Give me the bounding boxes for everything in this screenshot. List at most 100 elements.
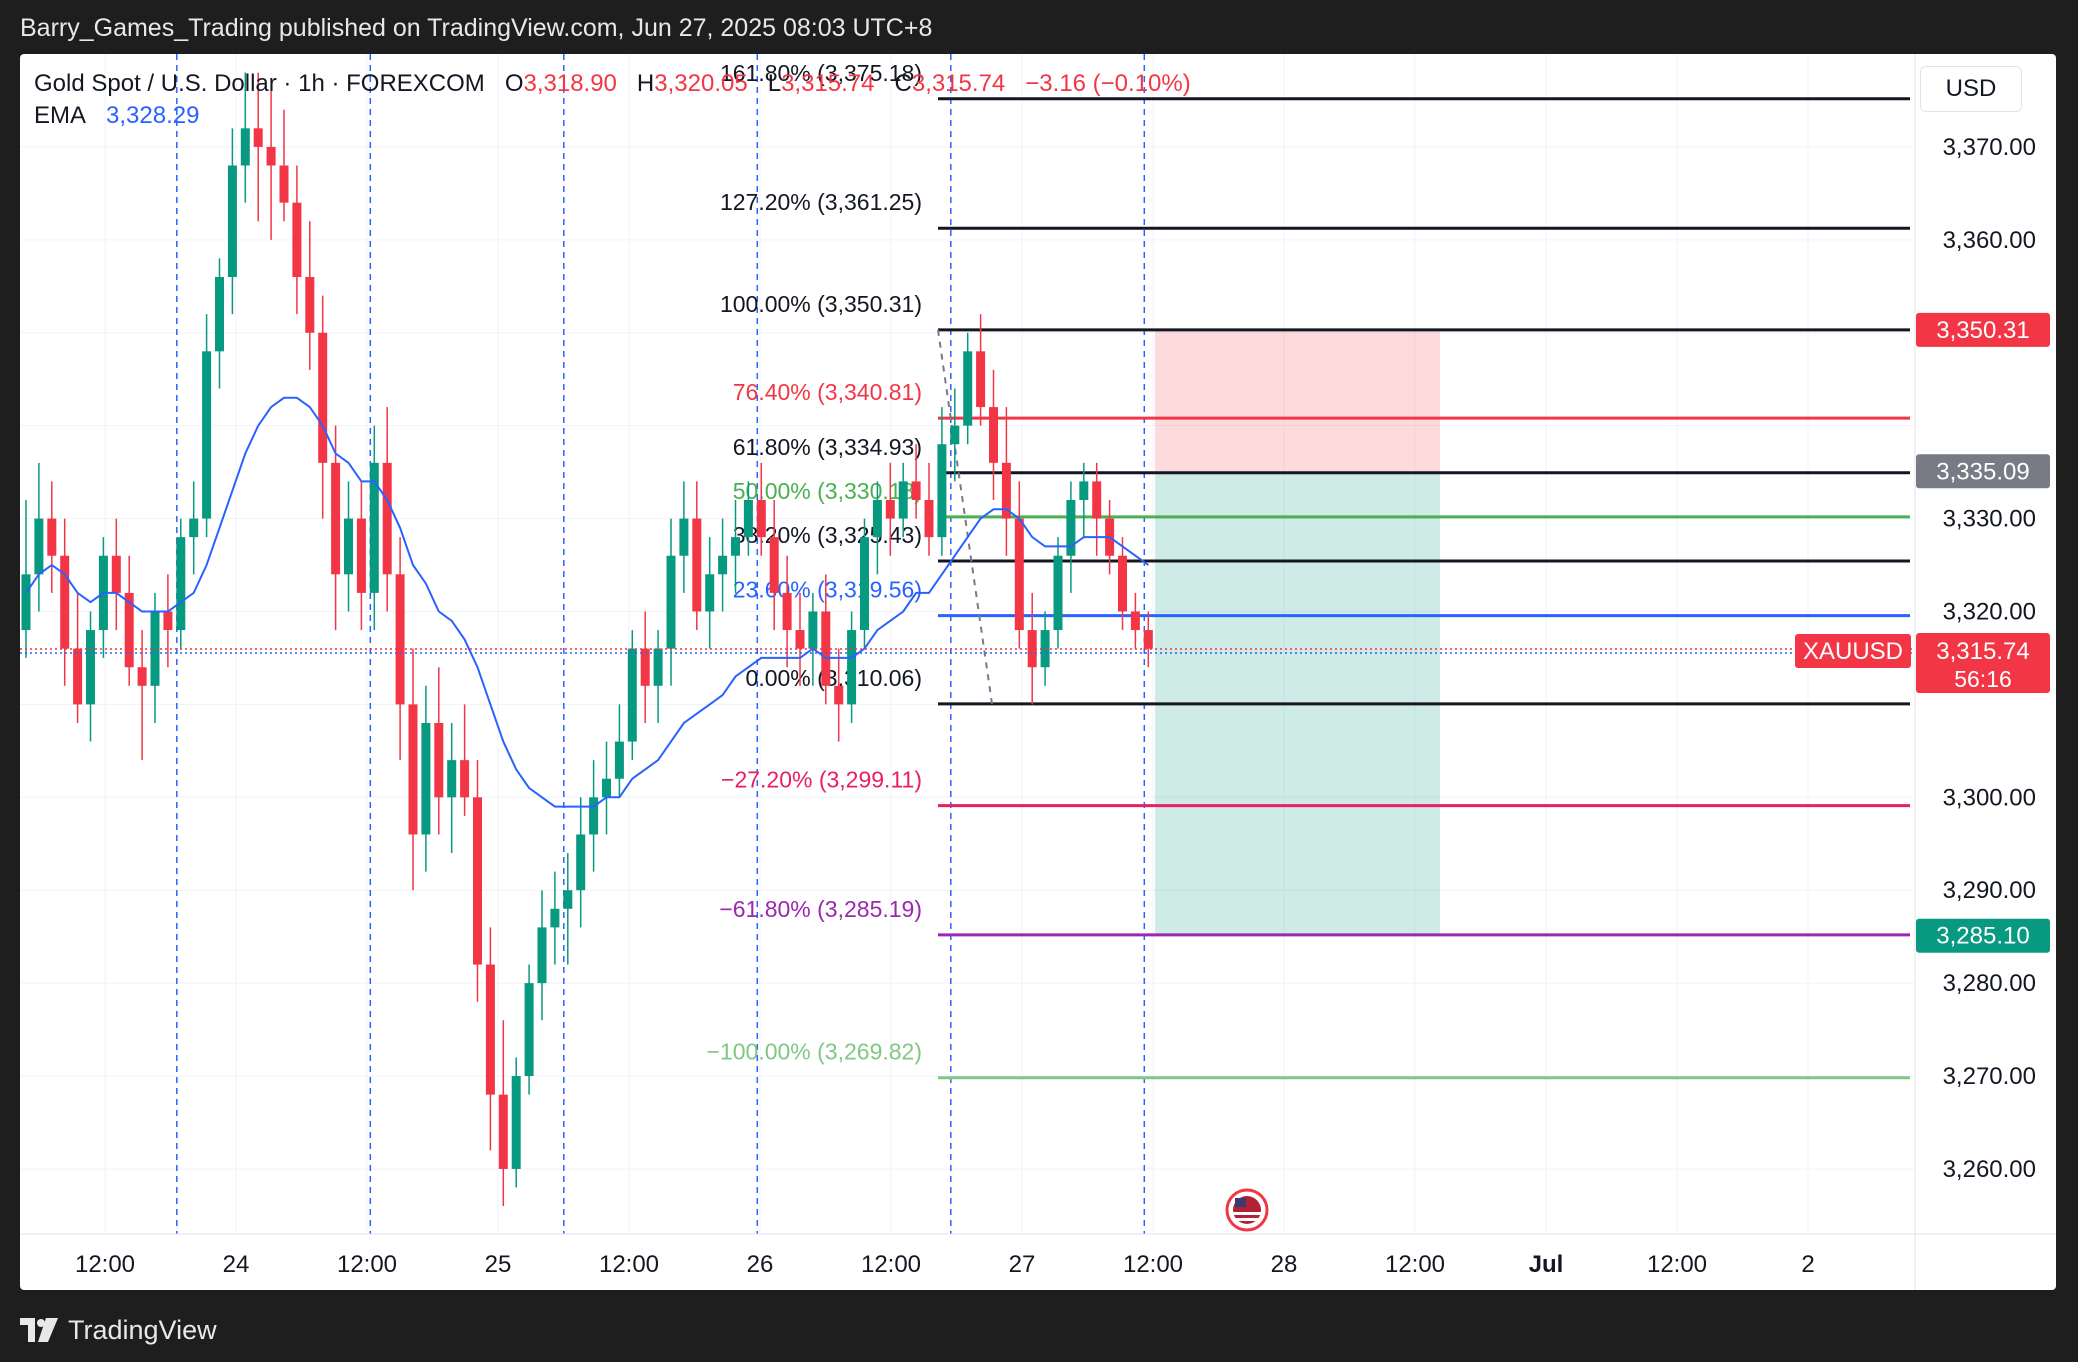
candle-up[interactable]: [369, 462, 379, 593]
candle-up[interactable]: [537, 927, 547, 984]
candle-up[interactable]: [731, 537, 740, 556]
candle-down[interactable]: [1014, 518, 1024, 631]
candle-down[interactable]: [989, 407, 998, 463]
candle-down[interactable]: [395, 574, 405, 705]
candle-down[interactable]: [47, 518, 57, 556]
ema-line-path[interactable]: [25, 396, 1149, 808]
candle-up[interactable]: [576, 834, 586, 891]
candle-down[interactable]: [473, 797, 482, 965]
candle-down[interactable]: [795, 630, 805, 649]
candle-up[interactable]: [872, 499, 882, 538]
candle-up[interactable]: [447, 760, 457, 798]
fib-trendline[interactable]: [937, 329, 993, 704]
candle-down[interactable]: [692, 518, 702, 612]
candle-down[interactable]: [318, 332, 328, 463]
candle-up[interactable]: [627, 648, 637, 742]
candle-down[interactable]: [498, 1094, 508, 1169]
candle-up[interactable]: [511, 1076, 521, 1169]
candle-down[interactable]: [834, 685, 844, 705]
candle-up[interactable]: [563, 890, 573, 909]
candle-up[interactable]: [898, 481, 908, 519]
candle-up[interactable]: [743, 499, 753, 538]
candle-down[interactable]: [485, 964, 495, 1095]
candle-up[interactable]: [1079, 481, 1089, 500]
candle-up[interactable]: [189, 518, 199, 538]
candle-up[interactable]: [614, 741, 624, 779]
candle-up[interactable]: [602, 778, 611, 798]
candle-down[interactable]: [163, 611, 173, 631]
candle-down[interactable]: [1118, 555, 1127, 612]
candle-up[interactable]: [34, 518, 44, 575]
candle-down[interactable]: [356, 518, 366, 593]
candle-up[interactable]: [344, 518, 353, 575]
candle-down[interactable]: [253, 128, 263, 147]
price-chart[interactable]: 161.80% (3,375.18) 127.20% (3,361.25) 100.…: [20, 54, 2056, 1290]
candle-up[interactable]: [808, 611, 818, 649]
fib-extension-tool: 161.80% (3,375.18) 127.20% (3,361.25) 100.…: [707, 60, 1910, 1080]
candle-down[interactable]: [292, 202, 302, 277]
candle-down[interactable]: [1130, 611, 1140, 631]
candle-down[interactable]: [266, 146, 276, 166]
candle-down[interactable]: [73, 648, 83, 705]
candle-up[interactable]: [653, 648, 663, 686]
candle-up[interactable]: [1066, 499, 1076, 556]
candle-down[interactable]: [111, 555, 121, 593]
legend-symbol[interactable]: Gold Spot / U.S. Dollar · 1h · FOREXCOM: [34, 70, 485, 97]
candle-down[interactable]: [782, 592, 792, 631]
price-axis-tick: 3,330.00: [1943, 506, 2036, 533]
chart-panel[interactable]: 161.80% (3,375.18) 127.20% (3,361.25) 100.…: [20, 54, 2056, 1290]
candle-down[interactable]: [756, 499, 766, 538]
candle-up[interactable]: [1053, 555, 1063, 631]
candle-down[interactable]: [924, 499, 934, 538]
position-stop-zone[interactable]: [1155, 329, 1440, 472]
candle-down[interactable]: [305, 276, 315, 333]
candle-down[interactable]: [331, 462, 341, 575]
candle-down[interactable]: [279, 165, 289, 203]
candle-up[interactable]: [240, 128, 250, 166]
price-axis-label-bg: [1916, 312, 2050, 347]
candle-up[interactable]: [705, 574, 715, 612]
candle-down[interactable]: [434, 722, 444, 798]
candle-down[interactable]: [1143, 630, 1153, 649]
candle-up[interactable]: [963, 351, 973, 426]
candle-up[interactable]: [679, 518, 689, 556]
candle-down[interactable]: [640, 648, 650, 686]
candle-up[interactable]: [421, 722, 431, 835]
candle-down[interactable]: [976, 351, 986, 408]
session-separators: [176, 54, 1146, 1234]
candle-up[interactable]: [21, 574, 31, 631]
candle-down[interactable]: [137, 667, 147, 686]
candle-up[interactable]: [718, 555, 728, 575]
candle-up[interactable]: [937, 444, 947, 538]
candle-down[interactable]: [382, 462, 392, 575]
legend-ema-label[interactable]: EMA: [34, 102, 87, 129]
price-axis-label: 3,350.31: [1936, 317, 2029, 344]
legend-change: −3.16 (−0.10%): [1025, 70, 1191, 97]
candle-down[interactable]: [1027, 630, 1037, 668]
candle-down[interactable]: [460, 760, 470, 798]
candle-down[interactable]: [1001, 462, 1011, 519]
candle-up[interactable]: [86, 630, 95, 705]
candle-up[interactable]: [524, 983, 534, 1077]
candle-up[interactable]: [176, 537, 186, 631]
candle-up[interactable]: [215, 276, 224, 352]
candle-down[interactable]: [885, 499, 895, 519]
candle-down[interactable]: [1092, 481, 1102, 519]
candle-down[interactable]: [408, 704, 418, 835]
candle-down[interactable]: [60, 555, 70, 649]
economic-events: [1225, 1188, 1269, 1232]
candle-up[interactable]: [227, 165, 237, 277]
candle-up[interactable]: [589, 797, 599, 835]
candle-down[interactable]: [769, 537, 779, 593]
candle-up[interactable]: [860, 537, 869, 631]
time-axis-time-label: 12:00: [1385, 1251, 1445, 1278]
candle-up[interactable]: [550, 908, 560, 928]
candle-up[interactable]: [666, 555, 676, 649]
currency-button[interactable]: USD: [1920, 66, 2022, 112]
footer-brand[interactable]: TradingView: [68, 1314, 217, 1345]
candle-up[interactable]: [202, 351, 212, 519]
candle-up[interactable]: [950, 425, 960, 445]
candle-up[interactable]: [847, 630, 857, 705]
candle-down[interactable]: [911, 481, 921, 500]
candle-down[interactable]: [124, 592, 134, 668]
